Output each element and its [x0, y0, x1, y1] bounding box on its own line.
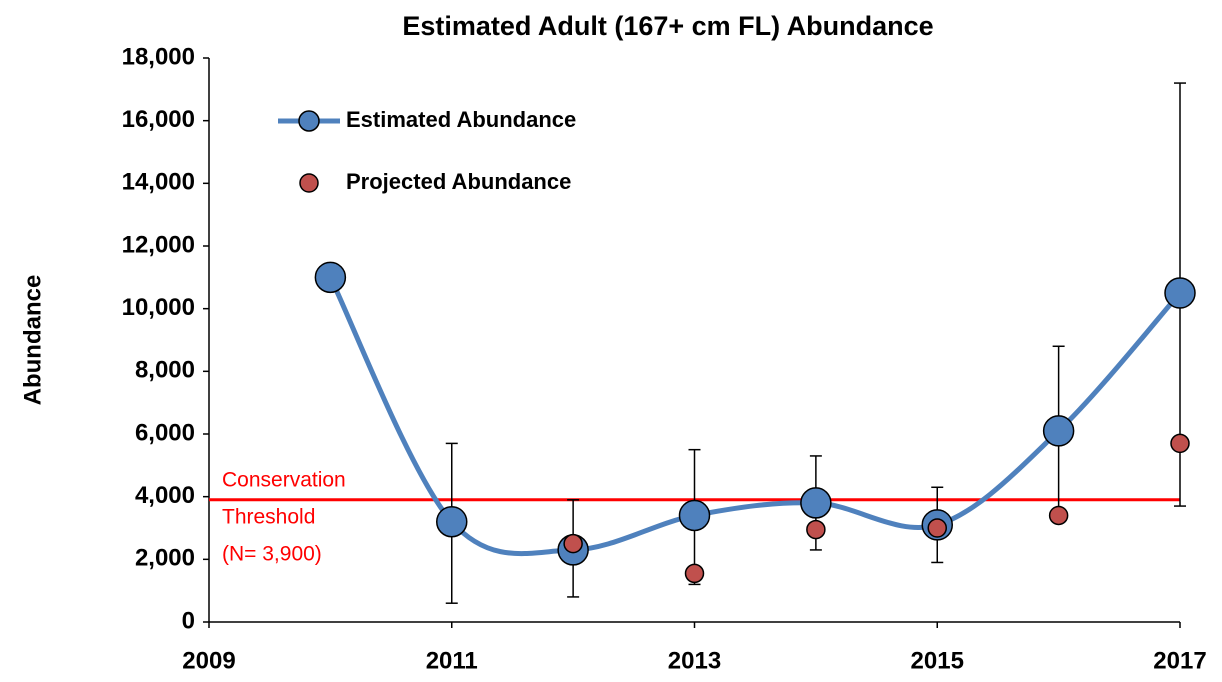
legend-marker: [299, 173, 319, 193]
y-tick-label: 10,000: [122, 294, 195, 321]
y-tick-label: 18,000: [122, 43, 195, 70]
x-tick-label: 2013: [668, 647, 721, 674]
data-point: [1048, 505, 1069, 526]
data-point: [800, 487, 832, 519]
y-tick-label: 2,000: [135, 545, 195, 572]
legend-label: Estimated Abundance: [346, 107, 576, 132]
data-point: [684, 563, 705, 584]
x-tick-label: 2011: [426, 647, 478, 674]
legend-label: Projected Abundance: [346, 169, 571, 194]
y-tick-label: 16,000: [122, 106, 195, 133]
y-tick-label: 14,000: [122, 169, 195, 196]
data-point: [927, 518, 947, 538]
y-tick-label: 6,000: [135, 419, 195, 446]
data-point: [314, 261, 347, 294]
y-tick-label: 4,000: [135, 482, 195, 509]
chart-title: Estimated Adult (167+ cm FL) Abundance: [402, 11, 933, 41]
y-tick-label: 0: [182, 607, 195, 634]
y-tick-label: 12,000: [122, 231, 195, 258]
threshold-label: Conservation: [222, 469, 346, 492]
legend-marker: [298, 110, 320, 132]
data-point: [1164, 277, 1196, 309]
y-axis-title: Abundance: [19, 275, 46, 406]
x-tick-label: 2015: [911, 647, 964, 674]
data-point: [1170, 433, 1190, 454]
threshold-label: Threshold: [222, 506, 315, 529]
x-tick-label: 2009: [182, 647, 235, 674]
x-tick-label: 2017: [1153, 647, 1206, 674]
y-tick-label: 8,000: [135, 357, 195, 384]
data-point: [563, 533, 583, 554]
data-point: [1042, 415, 1075, 447]
threshold-label: (N= 3,900): [222, 543, 322, 566]
data-point: [806, 519, 826, 540]
data-point: [678, 499, 711, 532]
data-point: [436, 505, 468, 538]
